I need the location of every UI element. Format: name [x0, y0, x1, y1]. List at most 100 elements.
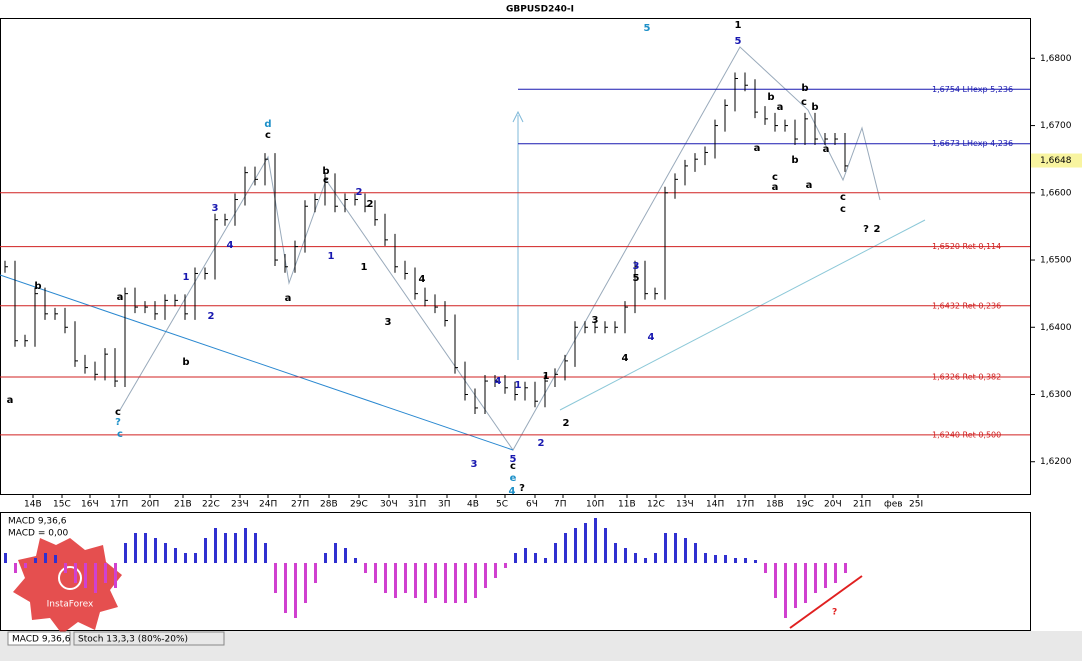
macd-bar [44, 553, 47, 563]
current-price-box [1031, 153, 1082, 168]
macd-label: MACD 9,36,6 [8, 517, 67, 527]
macd-bar [574, 528, 577, 563]
macd-bar [814, 563, 817, 593]
macd-bar [834, 563, 837, 583]
x-tick-label: 23Ч [231, 500, 249, 510]
tab[interactable] [73, 631, 225, 646]
macd-bar [314, 563, 317, 583]
y-tick-label: 1,6500 [1040, 256, 1072, 266]
x-tick-label: 14В [24, 500, 42, 510]
macd-bar [454, 563, 457, 603]
macd-bar [344, 548, 347, 563]
tab[interactable] [7, 631, 71, 646]
wave-label: 2 [208, 311, 215, 322]
macd-bar [384, 563, 387, 593]
macd-bar [744, 558, 747, 563]
macd-value: MACD = 0,00 [8, 529, 69, 539]
wave-label: 2 [563, 418, 570, 429]
watermark: InstaForex [47, 600, 94, 610]
x-tick-label: 25І [909, 500, 923, 510]
level-label: 1,6754 LHexp 5,236 [932, 85, 1013, 94]
macd-bar [824, 563, 827, 588]
macd-bar [424, 563, 427, 603]
wave-label: c [265, 130, 271, 141]
wave-label: 2 [538, 438, 545, 449]
x-tick-label: 21П [853, 500, 871, 510]
macd-bar [634, 553, 637, 563]
macd-bar [394, 563, 397, 598]
macd-bar [304, 563, 307, 603]
macd-bar [774, 563, 777, 598]
level-label: 1,6240 Ret 0,500 [932, 430, 1001, 439]
macd-bar [14, 563, 17, 573]
macd-bar [764, 563, 767, 573]
x-tick-label: 17П [736, 500, 754, 510]
wave-label: a [823, 144, 830, 155]
y-tick-label: 1,6600 [1040, 188, 1072, 198]
macd-bar [4, 553, 7, 563]
level-label: 1,6520 Ret 0,114 [932, 242, 1001, 251]
x-tick-label: 22С [202, 500, 220, 510]
macd-bar [564, 533, 567, 563]
x-tick-label: 20Ч [824, 500, 842, 510]
macd-bar [194, 553, 197, 563]
x-tick-label: 11В [618, 500, 636, 510]
macd-bar [294, 563, 297, 618]
wave-label: 4 [495, 376, 502, 387]
tab-label: MACD 9,36,6 [12, 635, 71, 645]
wave-label: c [772, 172, 778, 183]
wave-label: 5 [644, 23, 651, 34]
macd-bar [604, 528, 607, 563]
x-tick-label: 14П [706, 500, 724, 510]
wave-label: a [285, 293, 292, 304]
wave-label: 1 [543, 371, 550, 382]
macd-bar [804, 563, 807, 603]
tab-label: Stoch 13,3,3 (80%-20%) [78, 635, 188, 645]
x-tick-label: 30Ч [380, 500, 398, 510]
macd-bar [474, 563, 477, 598]
macd-bar [144, 533, 147, 563]
wave-label: 3 [385, 317, 392, 328]
macd-bar [404, 563, 407, 593]
wave-label: 1 [515, 380, 522, 391]
wave-label: 1 [361, 262, 368, 273]
wave-label: c [510, 461, 516, 472]
wave-label: 1 [735, 20, 742, 31]
macd-bar [334, 543, 337, 563]
macd-bar [754, 560, 757, 563]
macd-bar [444, 563, 447, 603]
wave-label: 4 [509, 486, 516, 497]
svg-text:?: ? [832, 608, 837, 618]
chart-title: GBPUSD240-I [506, 5, 574, 15]
x-tick-label: 10П [586, 500, 604, 510]
macd-bar [784, 563, 787, 618]
x-tick-label: 16Ч [81, 500, 99, 510]
wave-label: b [811, 102, 818, 113]
macd-bar [414, 563, 417, 598]
x-tick-label: 20П [141, 500, 159, 510]
wave-label: 5 [510, 454, 517, 465]
macd-bar [134, 533, 137, 563]
wave-label: 3 [592, 315, 599, 326]
macd-bar [594, 518, 597, 563]
macd-bar [184, 553, 187, 563]
wave-label: ? [863, 224, 869, 235]
x-tick-label: 5С [496, 500, 508, 510]
wave-label: c [115, 407, 121, 418]
macd-bar [844, 563, 847, 573]
x-tick-label: 21В [174, 500, 192, 510]
x-tick-label: 31П [408, 500, 426, 510]
macd-bar [34, 558, 37, 563]
macd-bar [714, 555, 717, 563]
wave-label: c [117, 429, 123, 440]
current-price: 1,6648 [1040, 156, 1072, 166]
macd-bar [174, 548, 177, 563]
y-tick-label: 1,6700 [1040, 121, 1072, 131]
x-tick-label: 4В [467, 500, 479, 510]
macd-bar [164, 543, 167, 563]
macd-bar [734, 558, 737, 563]
macd-bar [684, 538, 687, 563]
wave-label: c [840, 192, 846, 203]
wave-label: d [264, 119, 271, 130]
